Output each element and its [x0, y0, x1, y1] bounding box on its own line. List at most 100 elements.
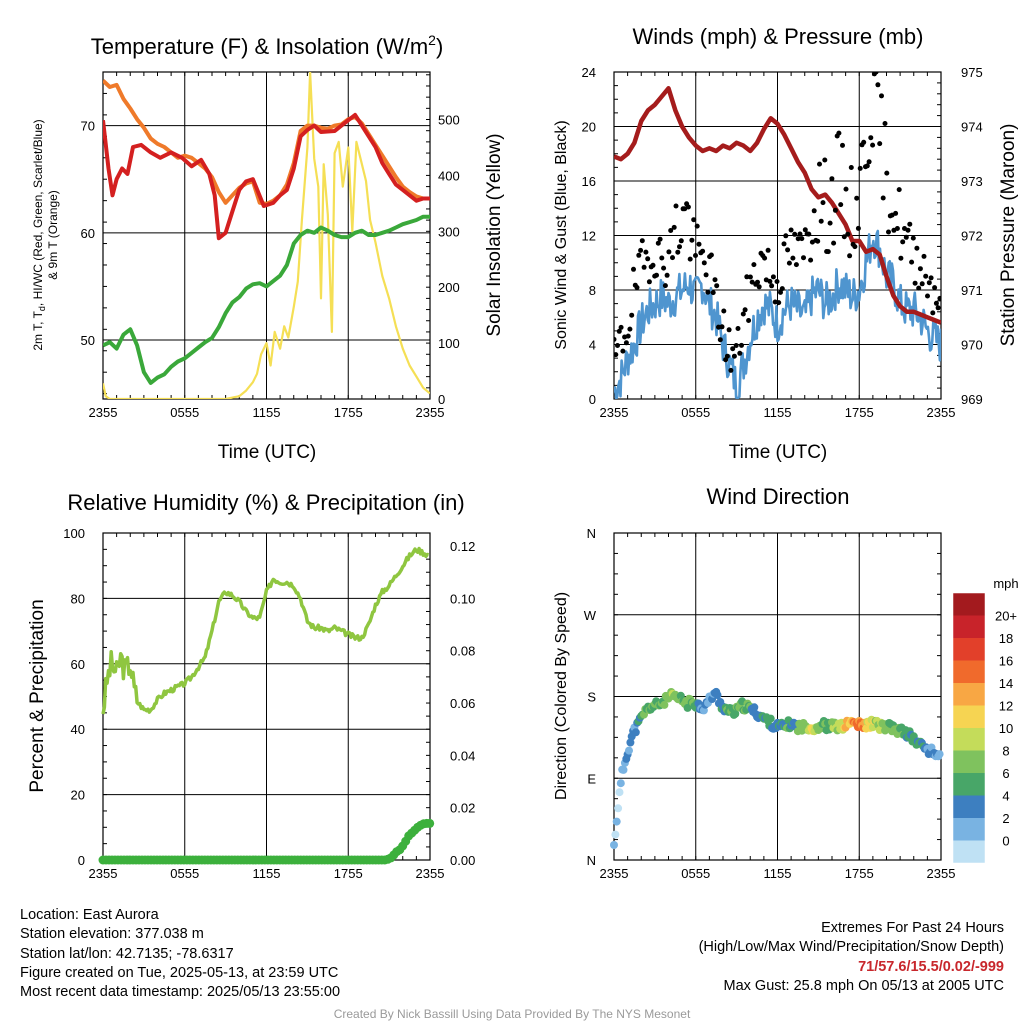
gust-point: [685, 204, 691, 210]
gust-point: [935, 305, 941, 311]
gust-point: [882, 121, 888, 126]
gust-point: [767, 278, 773, 284]
gust-point: [664, 272, 670, 278]
gust-point: [894, 226, 900, 231]
panel-title: Winds (mph) & Pressure (mb): [633, 24, 924, 49]
gust-point: [932, 285, 938, 291]
legend-swatch: [953, 638, 985, 661]
gust-point: [646, 279, 652, 285]
gust-point: [689, 237, 695, 243]
x-axis-label: Time (UTC): [218, 442, 317, 463]
gust-point: [666, 249, 672, 255]
gust-point: [866, 159, 872, 165]
station-elevation: Station elevation: 377.038 m: [20, 926, 204, 943]
gust-point: [712, 277, 718, 283]
gust-point: [733, 343, 739, 348]
series-line-pressure: [614, 86, 941, 325]
y-left-tick-label: 70: [81, 119, 95, 134]
legend-swatch: [953, 728, 985, 751]
gust-point: [694, 223, 700, 229]
gust-point: [769, 283, 775, 289]
gust-point: [909, 259, 915, 265]
gust-point: [898, 255, 904, 261]
gust-point: [696, 241, 702, 247]
y-left-tick-label: 0: [78, 853, 85, 868]
x-tick-label: 1155: [764, 866, 792, 881]
x-tick-label: 0555: [170, 405, 199, 420]
gust-point: [627, 326, 633, 332]
gust-point: [811, 208, 817, 214]
gust-point: [838, 202, 844, 208]
gust-point: [623, 340, 629, 346]
gust-point: [776, 300, 782, 306]
gust-point: [854, 195, 860, 201]
direction-point: [683, 703, 692, 712]
gust-point: [795, 236, 801, 242]
credit-text: Created By Nick Bassill Using Data Provi…: [333, 1007, 691, 1021]
gust-point: [912, 280, 918, 286]
station-location: Location: East Aurora: [20, 907, 159, 923]
gust-point: [831, 240, 837, 246]
gust-point: [861, 139, 867, 145]
gust-point: [926, 280, 932, 286]
gust-point: [618, 324, 624, 330]
gust-point: [870, 142, 876, 148]
extremes-panel: Extremes For Past 24 Hours (High/Low/Max…: [699, 919, 1004, 996]
y-right-tick-label: 973: [961, 174, 983, 189]
x-tick-label: 1755: [334, 866, 363, 881]
gust-point: [620, 348, 626, 354]
gust-point: [659, 255, 665, 261]
gust-point: [673, 203, 679, 209]
x-tick-label: 2355: [89, 405, 118, 420]
direction-point: [631, 728, 640, 737]
legend-swatch: [953, 660, 985, 683]
gust-point: [825, 249, 831, 255]
gust-point: [801, 255, 806, 261]
gust-point: [746, 318, 752, 323]
title-tail: ): [436, 34, 443, 59]
gust-point: [921, 253, 927, 259]
legend-label: 20+: [995, 609, 1017, 624]
gust-point: [737, 350, 743, 356]
gust-point: [714, 283, 720, 289]
legend-label: 16: [999, 654, 1013, 669]
legend-swatch: [953, 593, 985, 616]
y-left-tick-label: 0: [589, 392, 596, 407]
gust-point: [919, 281, 925, 287]
gust-point: [705, 289, 711, 295]
y-left-tick-label: 20: [582, 120, 596, 135]
x-tick-label: 2355: [927, 405, 956, 420]
legend-label: 4: [1002, 789, 1009, 804]
y-tick-label: S: [587, 690, 596, 705]
y-right-tick-label: 0.00: [450, 853, 475, 868]
direction-point: [625, 746, 633, 755]
gust-point: [847, 253, 853, 259]
gust-point: [923, 273, 929, 279]
gust-point: [675, 249, 681, 255]
gust-point: [700, 248, 706, 254]
series-line-rh: [101, 546, 430, 715]
series-line-temp-2m: [103, 112, 430, 241]
legend-label: 10: [999, 721, 1013, 736]
gust-point: [724, 353, 730, 359]
gust-point: [840, 142, 845, 148]
y-left-tick-label: 80: [71, 591, 85, 606]
gust-point: [708, 252, 714, 258]
station-latlon: Station lat/lon: 42.7135; -78.6317: [20, 945, 234, 962]
extremes-values: 71/57.6/15.5/0.02/-999: [858, 958, 1004, 975]
y-tick-label: N: [587, 853, 596, 868]
y-right-tick-label: 200: [438, 280, 460, 295]
legend-label: 14: [999, 676, 1013, 691]
title-text: Temperature (F) & Insolation (W/m: [91, 34, 428, 59]
y-left-tick-label: 60: [81, 226, 95, 241]
gust-point: [873, 72, 879, 75]
gust-point: [739, 342, 744, 348]
legend-swatch: [953, 818, 985, 841]
gust-point: [678, 238, 684, 244]
y-left-label-text: , HI/WC (Red, Green, Scarlet/Blue): [31, 119, 45, 306]
gust-point: [661, 265, 667, 271]
gust-point: [691, 217, 697, 223]
gust-point: [864, 163, 870, 169]
direction-point: [615, 788, 624, 797]
